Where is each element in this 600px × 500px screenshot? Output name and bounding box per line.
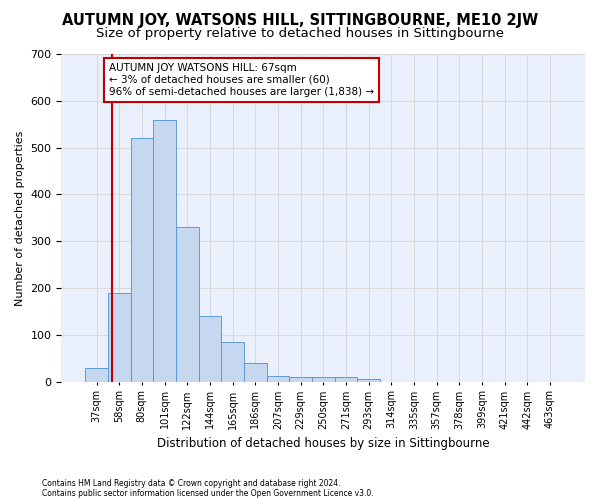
Bar: [244, 363, 266, 382]
Bar: [131, 138, 153, 382]
Bar: [176, 227, 199, 382]
Bar: [85, 368, 108, 382]
Bar: [221, 342, 244, 382]
Text: Contains HM Land Registry data © Crown copyright and database right 2024.: Contains HM Land Registry data © Crown c…: [42, 478, 341, 488]
Text: AUTUMN JOY, WATSONS HILL, SITTINGBOURNE, ME10 2JW: AUTUMN JOY, WATSONS HILL, SITTINGBOURNE,…: [62, 12, 538, 28]
Text: Size of property relative to detached houses in Sittingbourne: Size of property relative to detached ho…: [96, 28, 504, 40]
Bar: [199, 316, 221, 382]
X-axis label: Distribution of detached houses by size in Sittingbourne: Distribution of detached houses by size …: [157, 437, 490, 450]
Bar: [312, 377, 335, 382]
Bar: [266, 376, 289, 382]
Y-axis label: Number of detached properties: Number of detached properties: [15, 130, 25, 306]
Bar: [357, 380, 380, 382]
Bar: [289, 377, 312, 382]
Text: Contains public sector information licensed under the Open Government Licence v3: Contains public sector information licen…: [42, 488, 374, 498]
Bar: [108, 292, 131, 382]
Bar: [153, 120, 176, 382]
Text: AUTUMN JOY WATSONS HILL: 67sqm
← 3% of detached houses are smaller (60)
96% of s: AUTUMN JOY WATSONS HILL: 67sqm ← 3% of d…: [109, 64, 374, 96]
Bar: [335, 377, 357, 382]
